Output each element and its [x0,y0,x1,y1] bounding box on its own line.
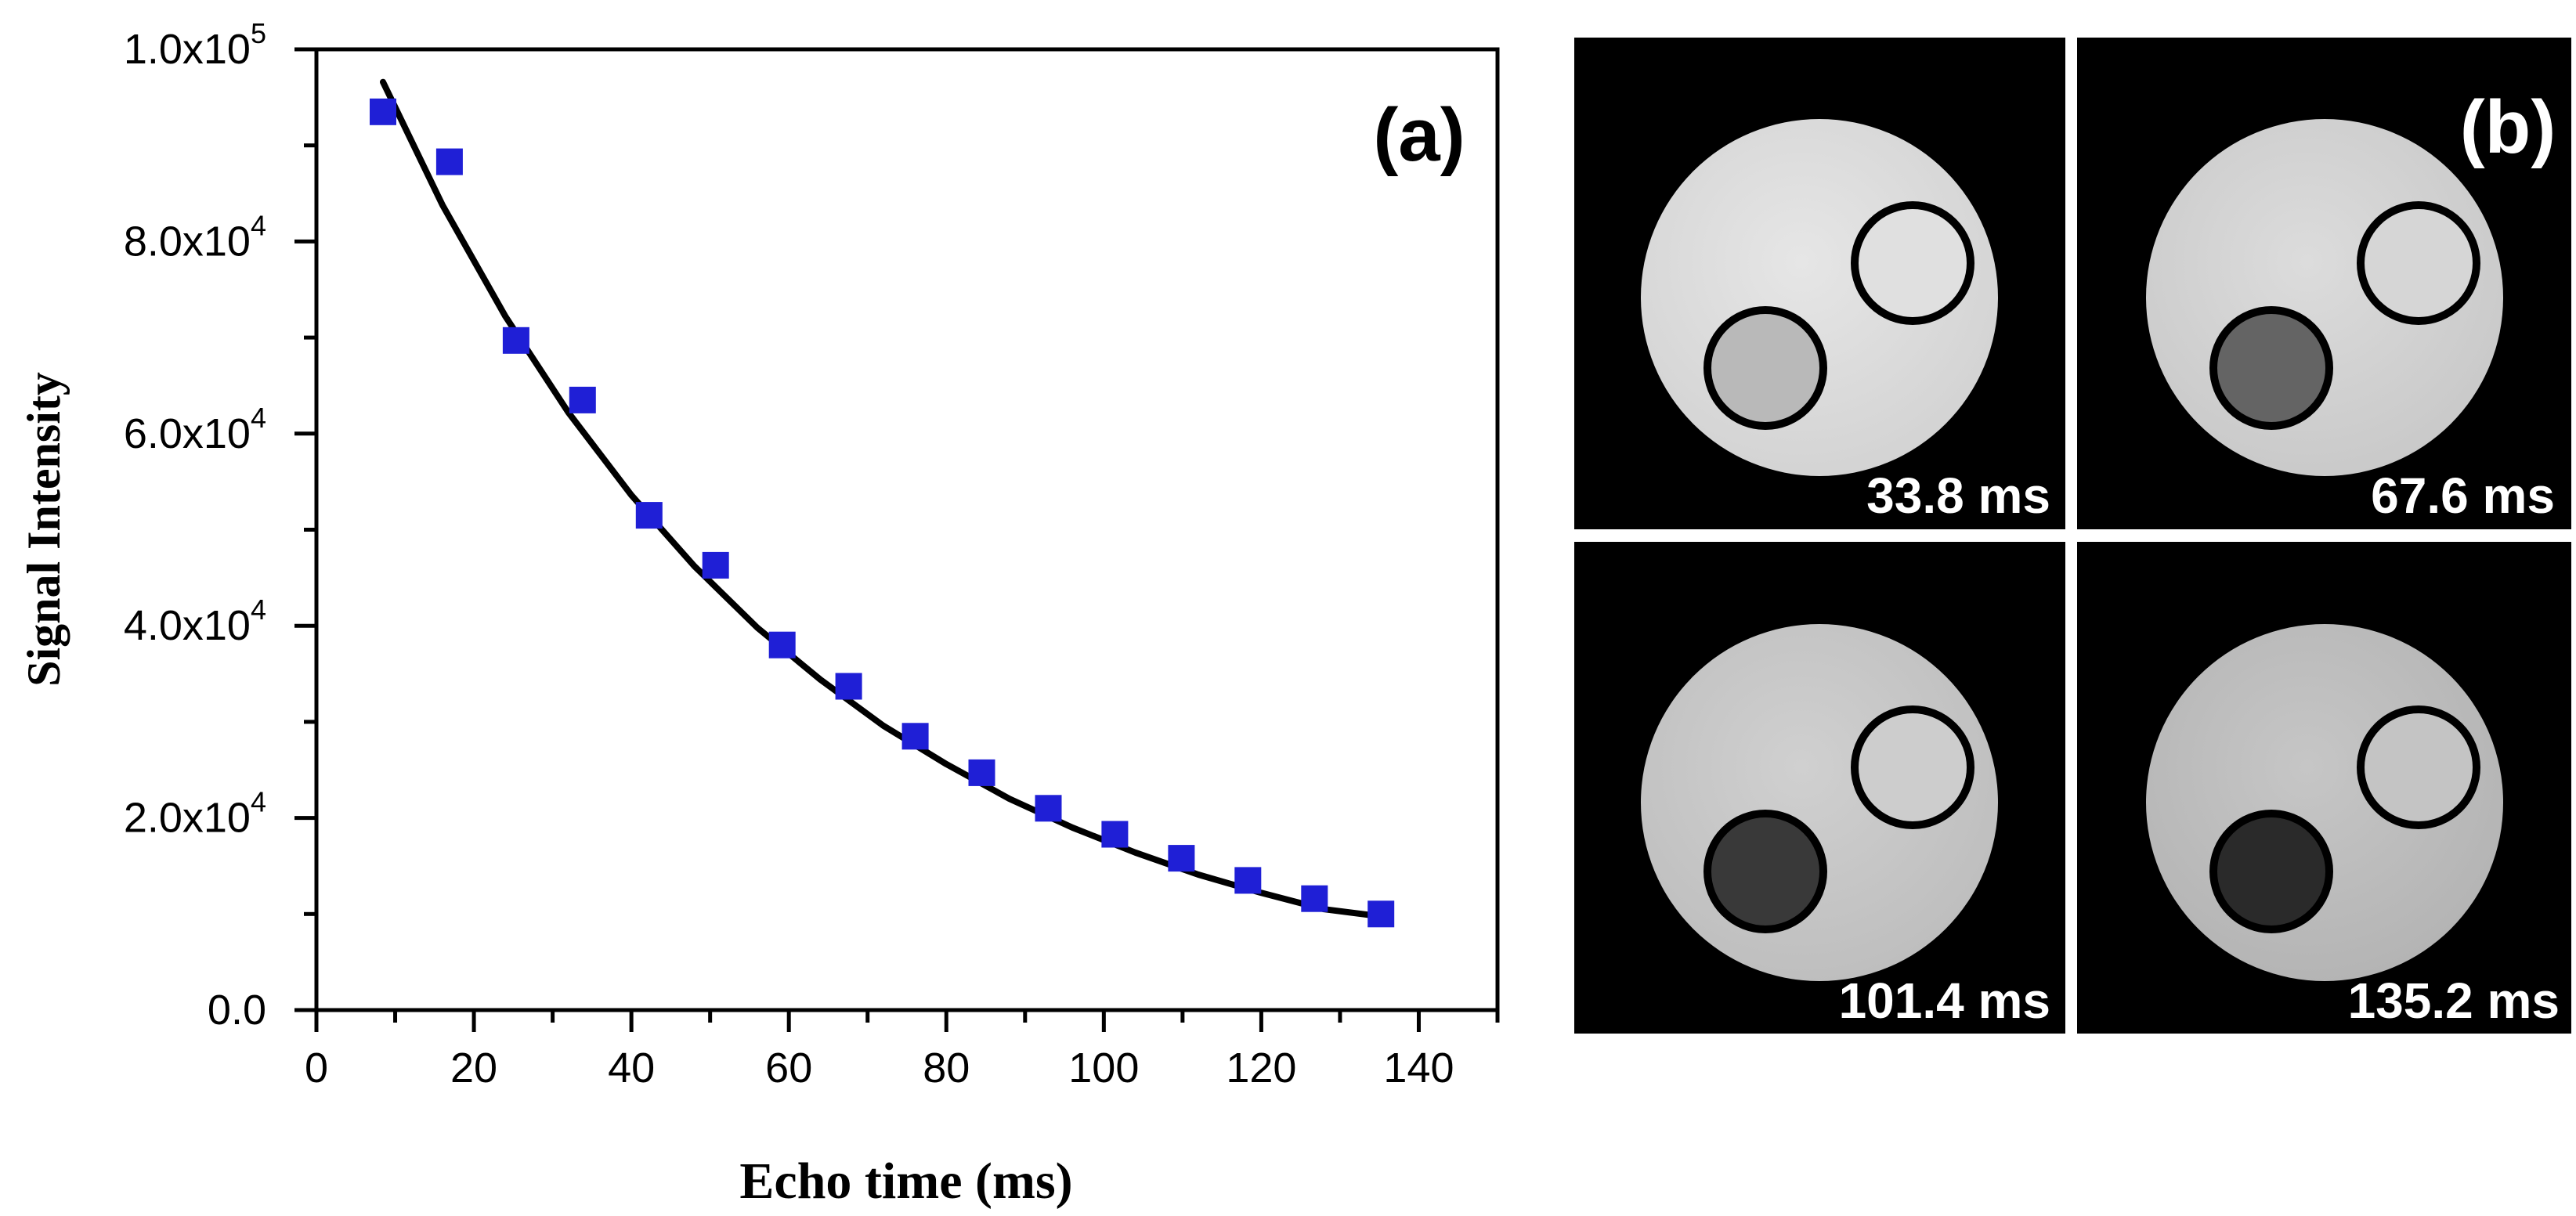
y-tick-label: 4.0x104 [124,594,266,649]
data-point-marker [835,673,862,700]
data-point-marker [370,98,396,125]
data-point-marker [968,759,995,786]
echo-time-label: 67.6 ms [2371,467,2555,524]
data-point-marker [901,723,929,750]
data-point-marker [1301,885,1328,912]
x-tick-label: 20 [450,1045,497,1092]
x-tick-label: 120 [1226,1045,1296,1092]
y-axis-ticks [294,47,316,1012]
x-axis-ticks [314,1010,1500,1032]
plot-frame [314,47,1500,1012]
data-point-marker [435,148,463,175]
data-point-marker [1367,900,1395,928]
y-axis-title: Signal Intensity [18,372,70,687]
y-axis-tick-labels: 0.0 2.0x104 4.0x104 6.0x104 8.0x104 1.0x105 [124,17,266,1034]
fit-curve-line [380,78,1385,920]
x-tick-label: 100 [1068,1045,1139,1092]
panel-label-a: (a) [1373,93,1465,177]
mri-image-grid: 33.8 ms 67.6 ms (b) 101.4 ms 135.2 ms [1572,35,2574,1036]
x-tick-label: 80 [923,1045,970,1092]
y-tick-label: 0.0 [208,987,266,1034]
echo-time-label: 101.4 ms [1839,972,2050,1029]
mri-tile-135-2-ms: 135.2 ms [2077,542,2571,1034]
data-point-marker [1101,821,1129,848]
data-point-marker [1168,845,1195,872]
x-tick-label: 140 [1383,1045,1454,1092]
data-point-marker [635,502,663,529]
phantom-lower-vial [2209,306,2333,430]
data-point-marker [502,327,529,354]
x-tick-label: 60 [765,1045,812,1092]
data-point-marker [1234,867,1262,894]
phantom-upper-vial [2357,705,2480,829]
panel-label-b: (b) [2460,85,2556,169]
phantom-upper-vial [2357,201,2480,325]
phantom-lower-vial [1703,810,1827,933]
x-tick-label: 40 [608,1045,655,1092]
data-point-marker [569,386,596,413]
mri-tile-101-4-ms: 101.4 ms [1574,542,2065,1034]
echo-time-label: 135.2 ms [2348,972,2560,1029]
data-points [370,98,1395,928]
phantom-upper-vial [1851,201,1974,325]
x-axis-title: Echo time (ms) [739,1153,1072,1210]
chart-panel-a: 0.0 2.0x104 4.0x104 6.0x104 8.0x104 1.0x105 0… [18,17,1500,1210]
phantom-upper-vial [1851,705,1974,829]
data-point-marker [768,631,796,659]
x-axis-tick-labels: 0 20 40 60 80 100 120 140 [305,1045,1454,1092]
echo-time-label: 33.8 ms [1866,467,2050,524]
x-tick-label: 0 [305,1045,328,1092]
y-tick-label: 6.0x104 [124,402,266,457]
phantom-lower-vial [1703,306,1827,430]
y-tick-label: 2.0x104 [124,786,266,842]
data-point-marker [1035,795,1062,822]
mri-tile-67-6-ms: 67.6 ms (b) [2077,38,2571,529]
mri-tile-33-8-ms: 33.8 ms [1574,38,2065,529]
phantom-lower-vial [2209,810,2333,933]
data-point-marker [702,551,729,579]
y-tick-label: 1.0x105 [124,17,266,73]
y-tick-label: 8.0x104 [124,209,266,265]
